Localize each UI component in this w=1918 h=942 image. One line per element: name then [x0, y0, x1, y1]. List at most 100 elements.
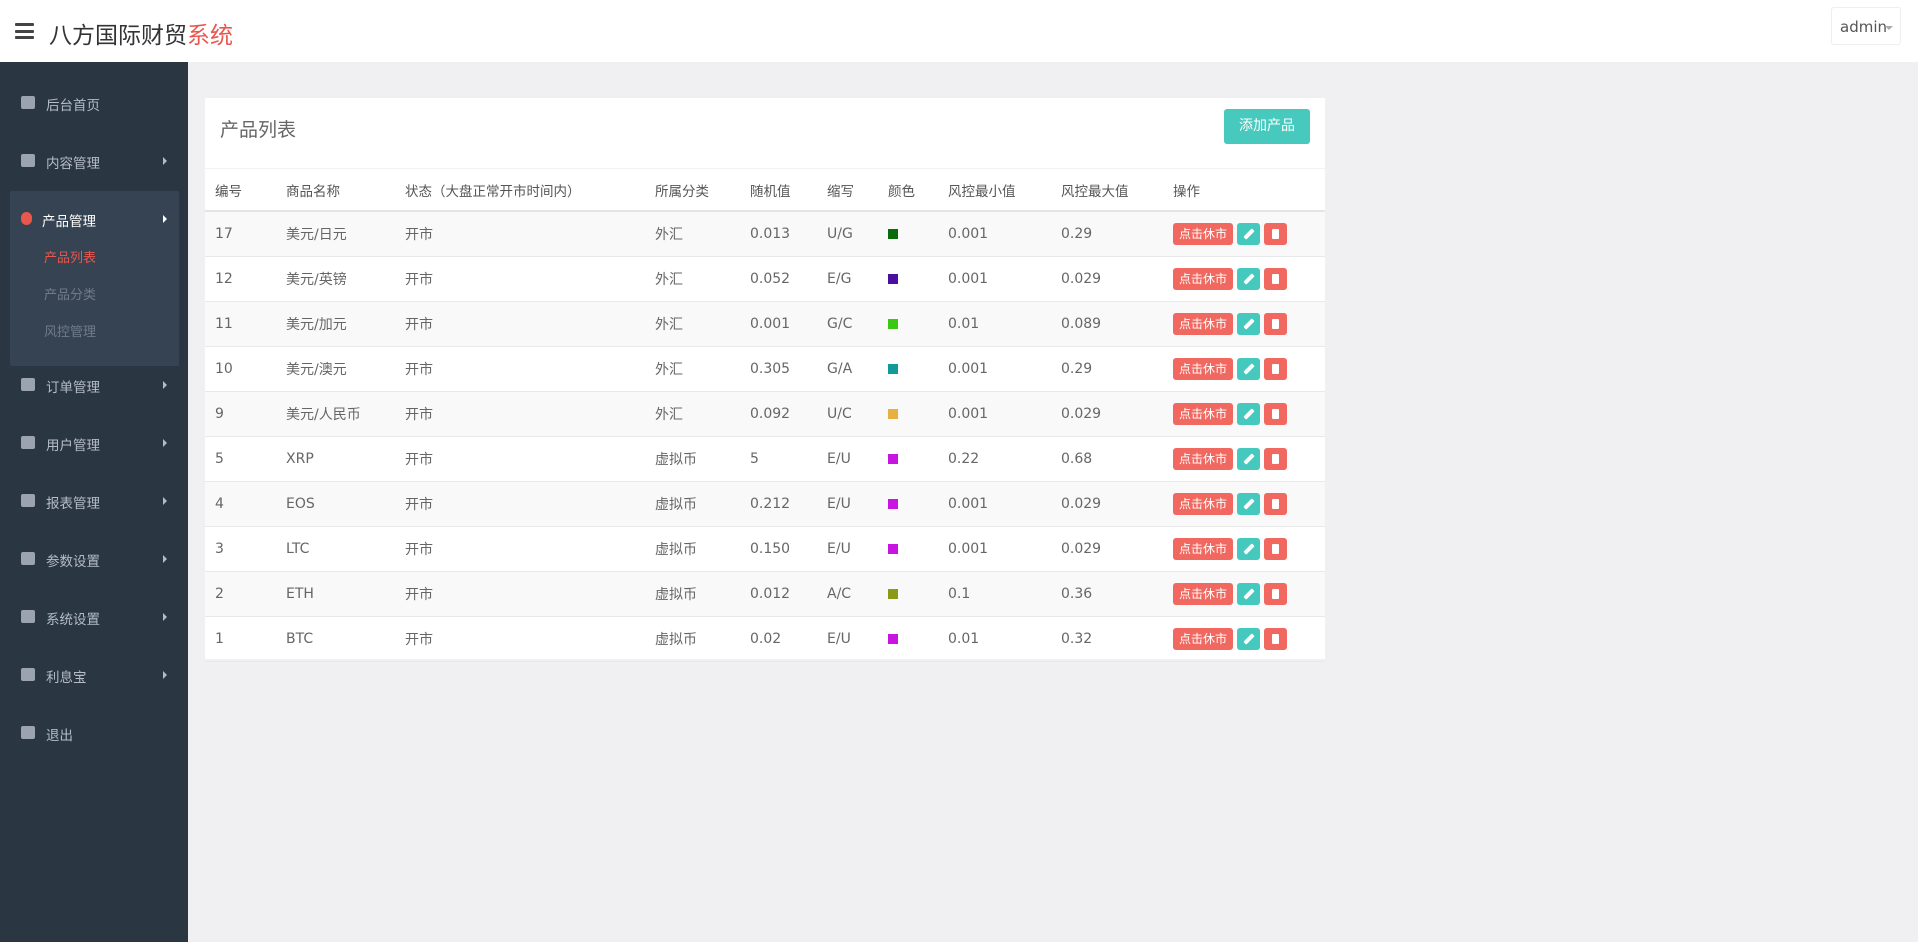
nav-item[interactable]: 退出	[0, 718, 188, 748]
sub-item[interactable]: 产品分类	[44, 288, 97, 303]
delete-button[interactable]	[1264, 493, 1288, 515]
delete-icon	[1272, 409, 1280, 419]
nav-item[interactable]: 内容管理	[0, 146, 188, 176]
close-market-button[interactable]: 点击休市	[1173, 448, 1234, 470]
cell-status: 开市	[395, 526, 645, 572]
close-market-button[interactable]: 点击休市	[1173, 403, 1234, 425]
nav-label: 参数设置	[46, 554, 100, 570]
cell-category: 外汇	[645, 211, 740, 257]
cell-abbr: G/C	[817, 301, 878, 347]
cell-min: 0.001	[938, 211, 1051, 257]
close-market-button[interactable]: 点击休市	[1173, 358, 1234, 380]
color-swatch	[888, 454, 898, 464]
cell-category: 虚拟币	[645, 436, 740, 482]
nav-arrow	[163, 613, 167, 621]
sub-item[interactable]: 风控管理	[44, 325, 97, 340]
nav-item[interactable]: 报表管理	[0, 486, 188, 516]
delete-button[interactable]	[1264, 358, 1288, 380]
delete-button[interactable]	[1264, 628, 1288, 650]
table-row: 5 XRP 开市 虚拟币 5 E/U 0.22 0.68 点击休市	[205, 436, 1325, 482]
nav-arrow	[163, 157, 167, 165]
edit-button[interactable]	[1237, 448, 1261, 470]
cell-category: 外汇	[645, 256, 740, 302]
cell-abbr: G/A	[817, 346, 878, 392]
logo-accent: 系统	[187, 23, 233, 49]
nav-icon	[21, 154, 35, 167]
delete-button[interactable]	[1264, 223, 1288, 245]
close-market-button[interactable]: 点击休市	[1173, 268, 1234, 290]
cell-min: 0.01	[938, 616, 1051, 662]
color-swatch	[888, 634, 898, 644]
nav-icon	[21, 96, 35, 109]
cell-max: 0.029	[1051, 391, 1163, 437]
nav-arrow	[163, 439, 167, 447]
nav-item[interactable]: 参数设置	[0, 544, 188, 574]
edit-icon	[1243, 588, 1255, 600]
delete-button[interactable]	[1264, 313, 1288, 335]
nav-item[interactable]: 订单管理	[0, 370, 188, 400]
cell-random: 0.001	[740, 301, 817, 347]
edit-button[interactable]	[1237, 403, 1261, 425]
close-market-button[interactable]: 点击休市	[1173, 628, 1234, 650]
nav-item[interactable]: 系统设置	[0, 602, 188, 632]
delete-icon	[1272, 589, 1280, 599]
color-swatch	[888, 409, 898, 419]
nav-item[interactable]: 利息宝	[0, 660, 188, 690]
add-button[interactable]: 添加产品	[1224, 109, 1310, 144]
edit-button[interactable]	[1237, 493, 1261, 515]
cell-max: 0.32	[1051, 616, 1163, 662]
edit-button[interactable]	[1237, 313, 1261, 335]
nav-item[interactable]: 产品管理	[0, 204, 188, 234]
nav-icon	[21, 668, 35, 681]
edit-icon	[1243, 453, 1255, 465]
close-market-button[interactable]: 点击休市	[1173, 493, 1234, 515]
edit-button[interactable]	[1237, 538, 1261, 560]
cell-name: 美元/英镑	[276, 256, 395, 302]
delete-button[interactable]	[1264, 268, 1288, 290]
delete-button[interactable]	[1264, 538, 1288, 560]
user-menu[interactable]: admin	[1831, 7, 1901, 45]
edit-button[interactable]	[1237, 223, 1261, 245]
edit-button[interactable]	[1237, 268, 1261, 290]
edit-button[interactable]	[1237, 628, 1261, 650]
column-header: 商品名称	[276, 168, 395, 212]
menu-toggle[interactable]	[15, 23, 34, 39]
cell-min: 0.01	[938, 301, 1051, 347]
top-bar: 八方国际财贸系统 admin	[0, 0, 1918, 62]
column-header: 风控最大值	[1051, 168, 1163, 212]
color-swatch	[888, 544, 898, 554]
delete-button[interactable]	[1264, 403, 1288, 425]
edit-button[interactable]	[1237, 583, 1261, 605]
table-row: 1 BTC 开市 虚拟币 0.02 E/U 0.01 0.32 点击休市	[205, 616, 1325, 662]
nav-active-bg	[10, 191, 179, 366]
edit-button[interactable]	[1237, 358, 1261, 380]
nav-item[interactable]: 用户管理	[0, 428, 188, 458]
delete-button[interactable]	[1264, 448, 1288, 470]
column-header: 随机值	[740, 168, 817, 212]
cell-max: 0.68	[1051, 436, 1163, 482]
cell-max: 0.29	[1051, 346, 1163, 392]
table-body: 17 美元/日元 开市 外汇 0.013 U/G 0.001 0.29 点击休市 12 美元/英镑开…	[205, 211, 1325, 662]
table-row: 9 美元/人民币 开市 外汇 0.092 U/C 0.001 0.029 点击休市	[205, 391, 1325, 437]
close-market-button[interactable]: 点击休市	[1173, 583, 1234, 605]
cell-category: 外汇	[645, 346, 740, 392]
column-header: 操作	[1163, 168, 1325, 212]
delete-icon	[1272, 319, 1280, 329]
cell-abbr: E/G	[817, 256, 878, 302]
cell-category: 虚拟币	[645, 616, 740, 662]
edit-icon	[1243, 498, 1255, 510]
delete-button[interactable]	[1264, 583, 1288, 605]
nav-item[interactable]: 后台首页	[0, 88, 188, 118]
close-market-button[interactable]: 点击休市	[1173, 223, 1234, 245]
nav-arrow	[163, 381, 167, 389]
delete-icon	[1272, 274, 1280, 284]
delete-icon	[1272, 454, 1280, 464]
cell-status: 开市	[395, 616, 645, 662]
close-market-button[interactable]: 点击休市	[1173, 313, 1234, 335]
cell-random: 0.013	[740, 211, 817, 257]
sub-item[interactable]: 产品列表	[44, 251, 97, 266]
cell-id: 11	[205, 301, 276, 347]
edit-icon	[1243, 318, 1255, 330]
close-market-button[interactable]: 点击休市	[1173, 538, 1234, 560]
edit-icon	[1243, 633, 1255, 645]
